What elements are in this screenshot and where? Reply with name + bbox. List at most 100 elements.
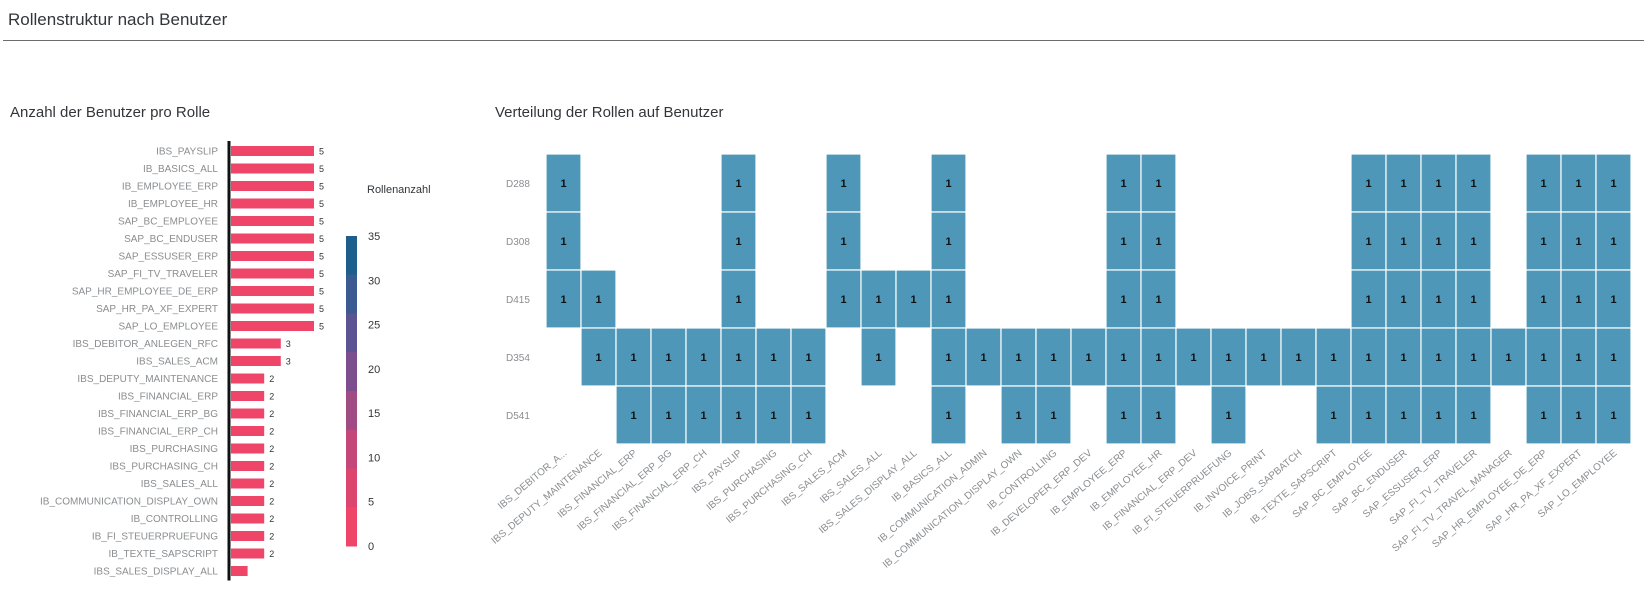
heatmap-cell-label: 1 <box>1575 178 1581 190</box>
bar <box>231 496 265 506</box>
heatmap-cell <box>1315 327 1352 387</box>
legend-tick-label: 5 <box>368 497 374 509</box>
bar <box>231 373 265 384</box>
heatmap-cell <box>1350 211 1387 271</box>
heatmap-cell-label: 1 <box>1540 294 1546 306</box>
heatmap-cell <box>825 211 862 271</box>
heatmap-cell-label: 1 <box>1400 294 1406 306</box>
heatmap-cell-label: 1 <box>945 410 951 422</box>
heatmap-cell-label: 1 <box>805 352 811 364</box>
heatmap-cell <box>1105 153 1142 213</box>
heatmap-cell-label: 1 <box>875 294 881 306</box>
heatmap-column-label: IBS_SALES_ACM <box>780 448 850 509</box>
users-per-role-bar-chart: IBS_PAYSLIP 5 IB_BASICS_ALL 5 IB_EMPLOYEE_ER… <box>40 141 324 581</box>
heatmap-cell-label: 1 <box>735 178 741 190</box>
heatmap-cell-label: 1 <box>1120 410 1126 422</box>
heatmap-cell <box>1595 153 1632 213</box>
bar-category-label: IB_CONTROLLING <box>131 514 218 525</box>
heatmap-cell <box>965 327 1002 387</box>
bar <box>231 391 265 401</box>
heatmap-cell <box>1350 327 1387 387</box>
heatmap-cell <box>580 269 617 329</box>
heatmap-cell <box>1595 327 1632 387</box>
heatmap-cell-label: 1 <box>1120 294 1126 306</box>
bar-value-label: 3 <box>286 357 291 367</box>
heatmap-cell-label: 1 <box>665 410 671 422</box>
bar-value-label: 2 <box>269 462 274 472</box>
heatmap-row-label: D415 <box>506 295 530 306</box>
bar-value-label: 5 <box>319 322 324 332</box>
heatmap-cell-label: 1 <box>1400 410 1406 422</box>
bar-value-label: 5 <box>319 217 324 227</box>
heatmap-cell <box>1140 385 1177 445</box>
heatmap-cell-label: 1 <box>1575 352 1581 364</box>
heatmap-cell <box>720 269 757 329</box>
heatmap-row-label: D541 <box>506 411 530 422</box>
heatmap-cell <box>1385 385 1422 445</box>
heatmap-cell-label: 1 <box>1540 352 1546 364</box>
bar-category-label: IBS_FINANCIAL_ERP_CH <box>98 427 218 438</box>
heatmap-cell-label: 1 <box>1435 236 1441 248</box>
bar-value-label: 5 <box>319 269 324 279</box>
bar-value-label: 5 <box>319 147 324 157</box>
heatmap-cell-label: 1 <box>1365 294 1371 306</box>
bar-category-label: IB_BASICS_ALL <box>143 164 218 175</box>
legend-tick-label: 0 <box>368 541 374 553</box>
heatmap-cell-label: 1 <box>1365 236 1371 248</box>
bar-category-label: IBS_PURCHASING_CH <box>110 462 218 473</box>
heatmap-cell-label: 1 <box>595 294 601 306</box>
bar-value-label: 2 <box>269 479 274 489</box>
bar-category-label: IBS_SALES_DISPLAY_ALL <box>94 567 219 578</box>
heatmap-cell-label: 1 <box>1155 178 1161 190</box>
heatmap-cell-label: 1 <box>1400 352 1406 364</box>
heatmap-cell-label: 1 <box>1575 410 1581 422</box>
bar <box>231 181 314 191</box>
legend-color-step <box>346 313 357 353</box>
heatmap-cell <box>930 153 967 213</box>
legend-color-step <box>346 236 357 276</box>
heatmap-cell <box>1455 153 1492 213</box>
heatmap-cell-label: 1 <box>735 236 741 248</box>
bar <box>231 216 314 226</box>
heatmap-cell-label: 1 <box>1365 410 1371 422</box>
bar-category-label: IBS_DEPUTY_MAINTENANCE <box>77 374 218 385</box>
heatmap-cell-label: 1 <box>1400 178 1406 190</box>
heatmap-cell-label: 1 <box>980 352 986 364</box>
bar-value-label: 5 <box>319 287 324 297</box>
heatmap-cell <box>1490 327 1527 387</box>
bar-category-label: IB_FI_STEUERPRUEFUNG <box>92 532 218 543</box>
heatmap-cell-label: 1 <box>1540 410 1546 422</box>
bar-value-label: 2 <box>269 409 274 419</box>
heatmap-cell-label: 1 <box>1190 352 1196 364</box>
heatmap-cell-label: 1 <box>1365 352 1371 364</box>
bar-category-label: IBS_SALES_ALL <box>141 479 219 490</box>
bar <box>231 478 265 489</box>
heatmap-cell-label: 1 <box>630 410 636 422</box>
heatmap-cell-label: 1 <box>1225 352 1231 364</box>
heatmap-cell <box>650 327 687 387</box>
bar-value-label: 5 <box>319 199 324 209</box>
heatmap-cell <box>1420 385 1457 445</box>
heatmap-cell <box>1175 327 1212 387</box>
bar <box>231 321 314 331</box>
bar-category-label: IB_EMPLOYEE_ERP <box>122 182 218 193</box>
legend-color-step <box>346 468 357 508</box>
heatmap-cell <box>825 153 862 213</box>
heatmap-cell-label: 1 <box>1330 352 1336 364</box>
bar <box>231 513 265 524</box>
bar-category-label: IBS_DEBITOR_ANLEGEN_RFC <box>73 339 218 350</box>
bar-value-label: 5 <box>319 164 324 174</box>
bar <box>231 268 314 279</box>
bar-category-label: IBS_SALES_ACM <box>136 357 218 368</box>
heatmap-cell-label: 1 <box>840 178 846 190</box>
heatmap-cell-label: 1 <box>700 410 706 422</box>
legend-tick-label: 25 <box>368 320 380 332</box>
heatmap-cell-label: 1 <box>1505 352 1511 364</box>
heatmap-cell-label: 1 <box>945 236 951 248</box>
heatmap-cell-label: 1 <box>1435 352 1441 364</box>
heatmap-row-label: D354 <box>506 353 530 364</box>
heatmap-cell <box>1035 385 1072 445</box>
heatmap-cell <box>1140 269 1177 329</box>
heatmap-cell-label: 1 <box>1575 294 1581 306</box>
heatmap-column-label: IB_BASICS_ALL <box>890 448 955 505</box>
